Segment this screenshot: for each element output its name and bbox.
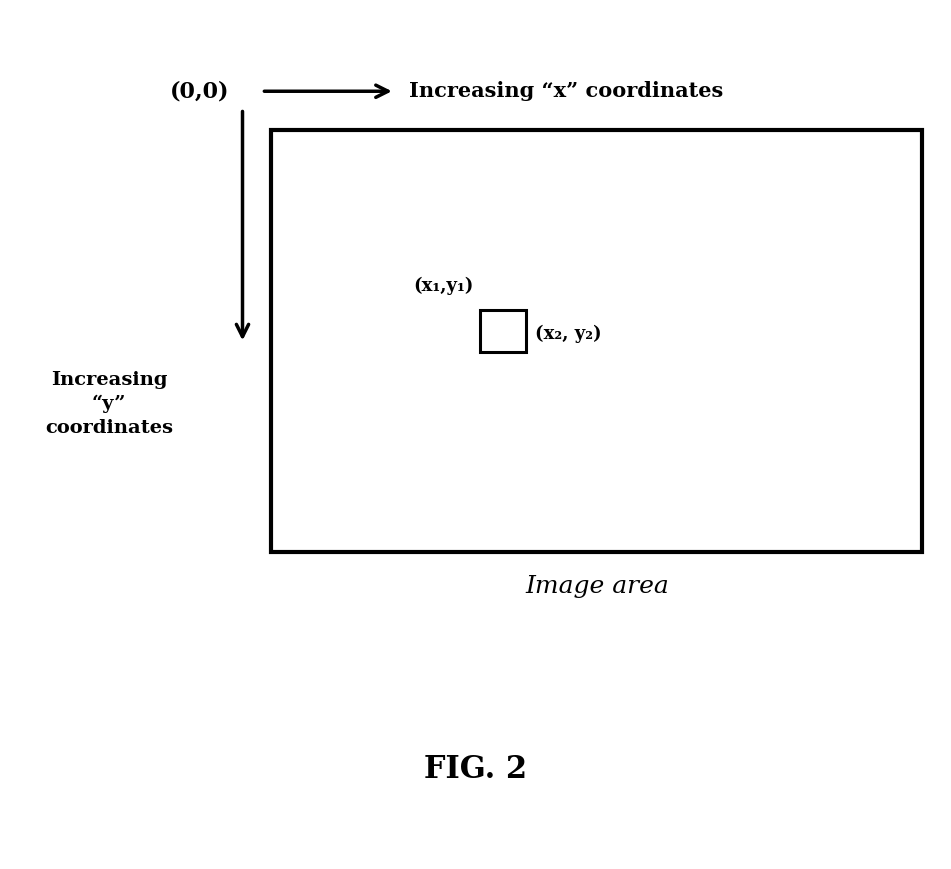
Bar	[480, 310, 526, 352]
Text: Image area: Image area	[525, 575, 670, 598]
Text: Increasing
“y”
coordinates: Increasing “y” coordinates	[46, 371, 173, 437]
Text: (0,0): (0,0)	[170, 80, 229, 103]
Bar	[271, 130, 922, 552]
Text: (x₂, y₂): (x₂, y₂)	[535, 324, 602, 343]
Text: (x₁,y₁): (x₁,y₁)	[414, 277, 474, 295]
Text: Increasing “x” coordinates: Increasing “x” coordinates	[409, 81, 723, 102]
Text: FIG. 2: FIG. 2	[424, 753, 527, 785]
